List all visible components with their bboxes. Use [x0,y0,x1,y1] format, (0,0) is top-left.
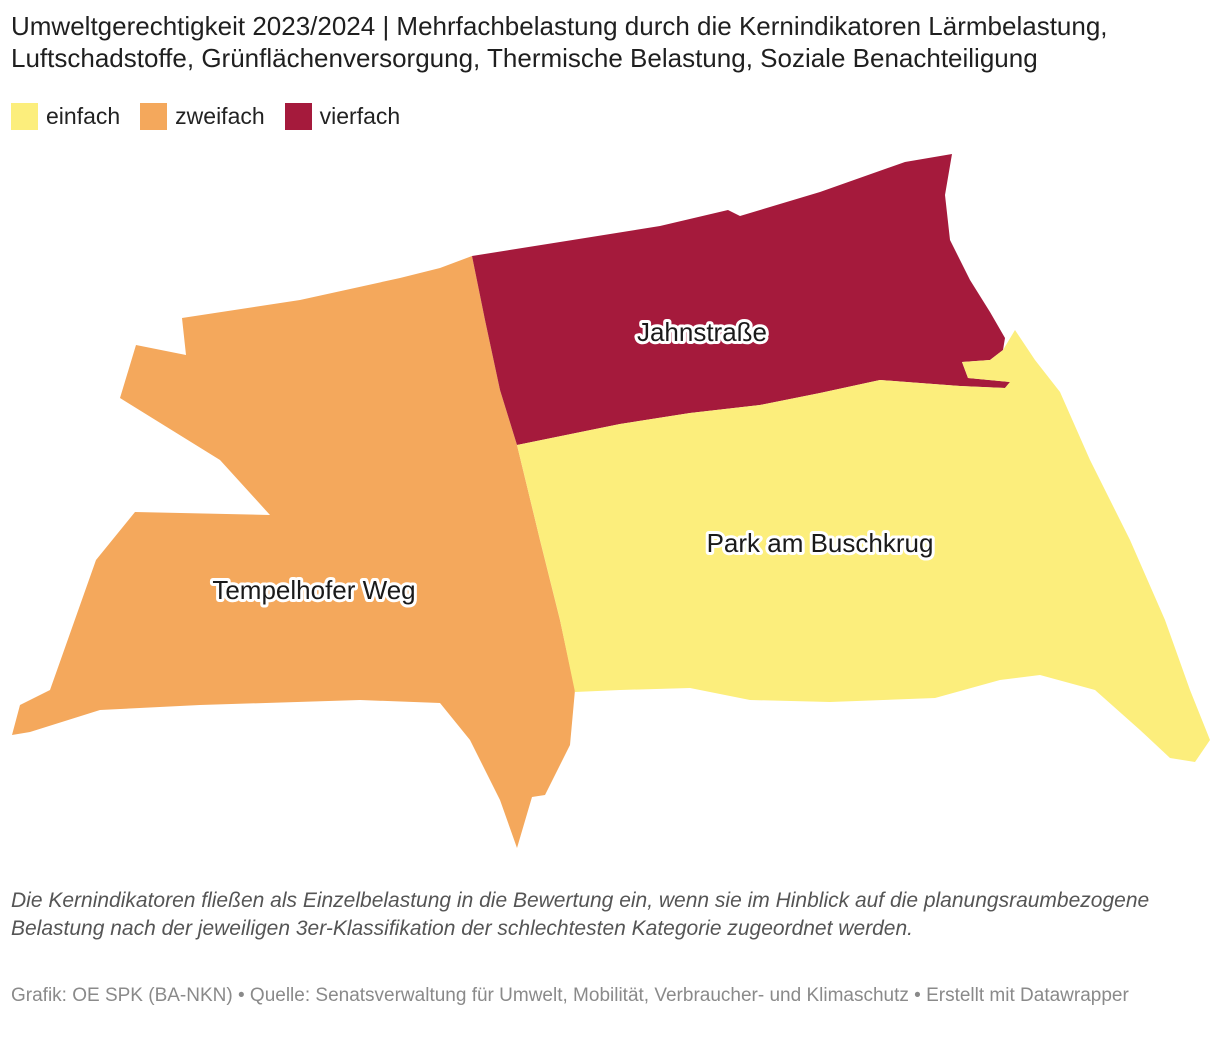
region-park-am-buschkrug[interactable] [517,330,1210,762]
choropleth-map: Jahnstraße Park am Buschkrug Tempelhofer… [0,140,1220,860]
legend-label-vierfach: vierfach [319,102,401,129]
chart-title: Umweltgerechtigkeit 2023/2024 | Mehrfach… [11,11,1108,73]
map-svg: Jahnstraße Park am Buschkrug Tempelhofer… [12,154,1210,848]
chart-notes: Die Kernindikatoren fließen als Einzelbe… [11,889,1150,940]
legend-label-einfach: einfach [46,102,121,129]
legend-item-vierfach: vierfach [284,102,401,130]
legend-item-zweifach: zweifach [140,102,265,130]
region-tempelhofer-weg[interactable] [12,256,575,848]
region-label-tempelhofer-weg: Tempelhofer Weg [212,575,415,605]
legend-swatch-zweifach [140,102,168,130]
legend-swatch-einfach [11,102,38,130]
chart-source: Grafik: OE SPK (BA-NKN) • Quelle: Senats… [11,985,1129,1006]
region-jahnstrasse[interactable] [472,154,1010,445]
legend-item-einfach: einfach [11,102,121,130]
legend: einfach zweifach vierfach [11,101,420,131]
legend-label-zweifach: zweifach [175,102,265,129]
legend-swatch-vierfach [284,102,312,130]
region-label-park-am-buschkrug: Park am Buschkrug [707,528,934,558]
region-label-jahnstrasse: Jahnstraße [637,317,767,347]
